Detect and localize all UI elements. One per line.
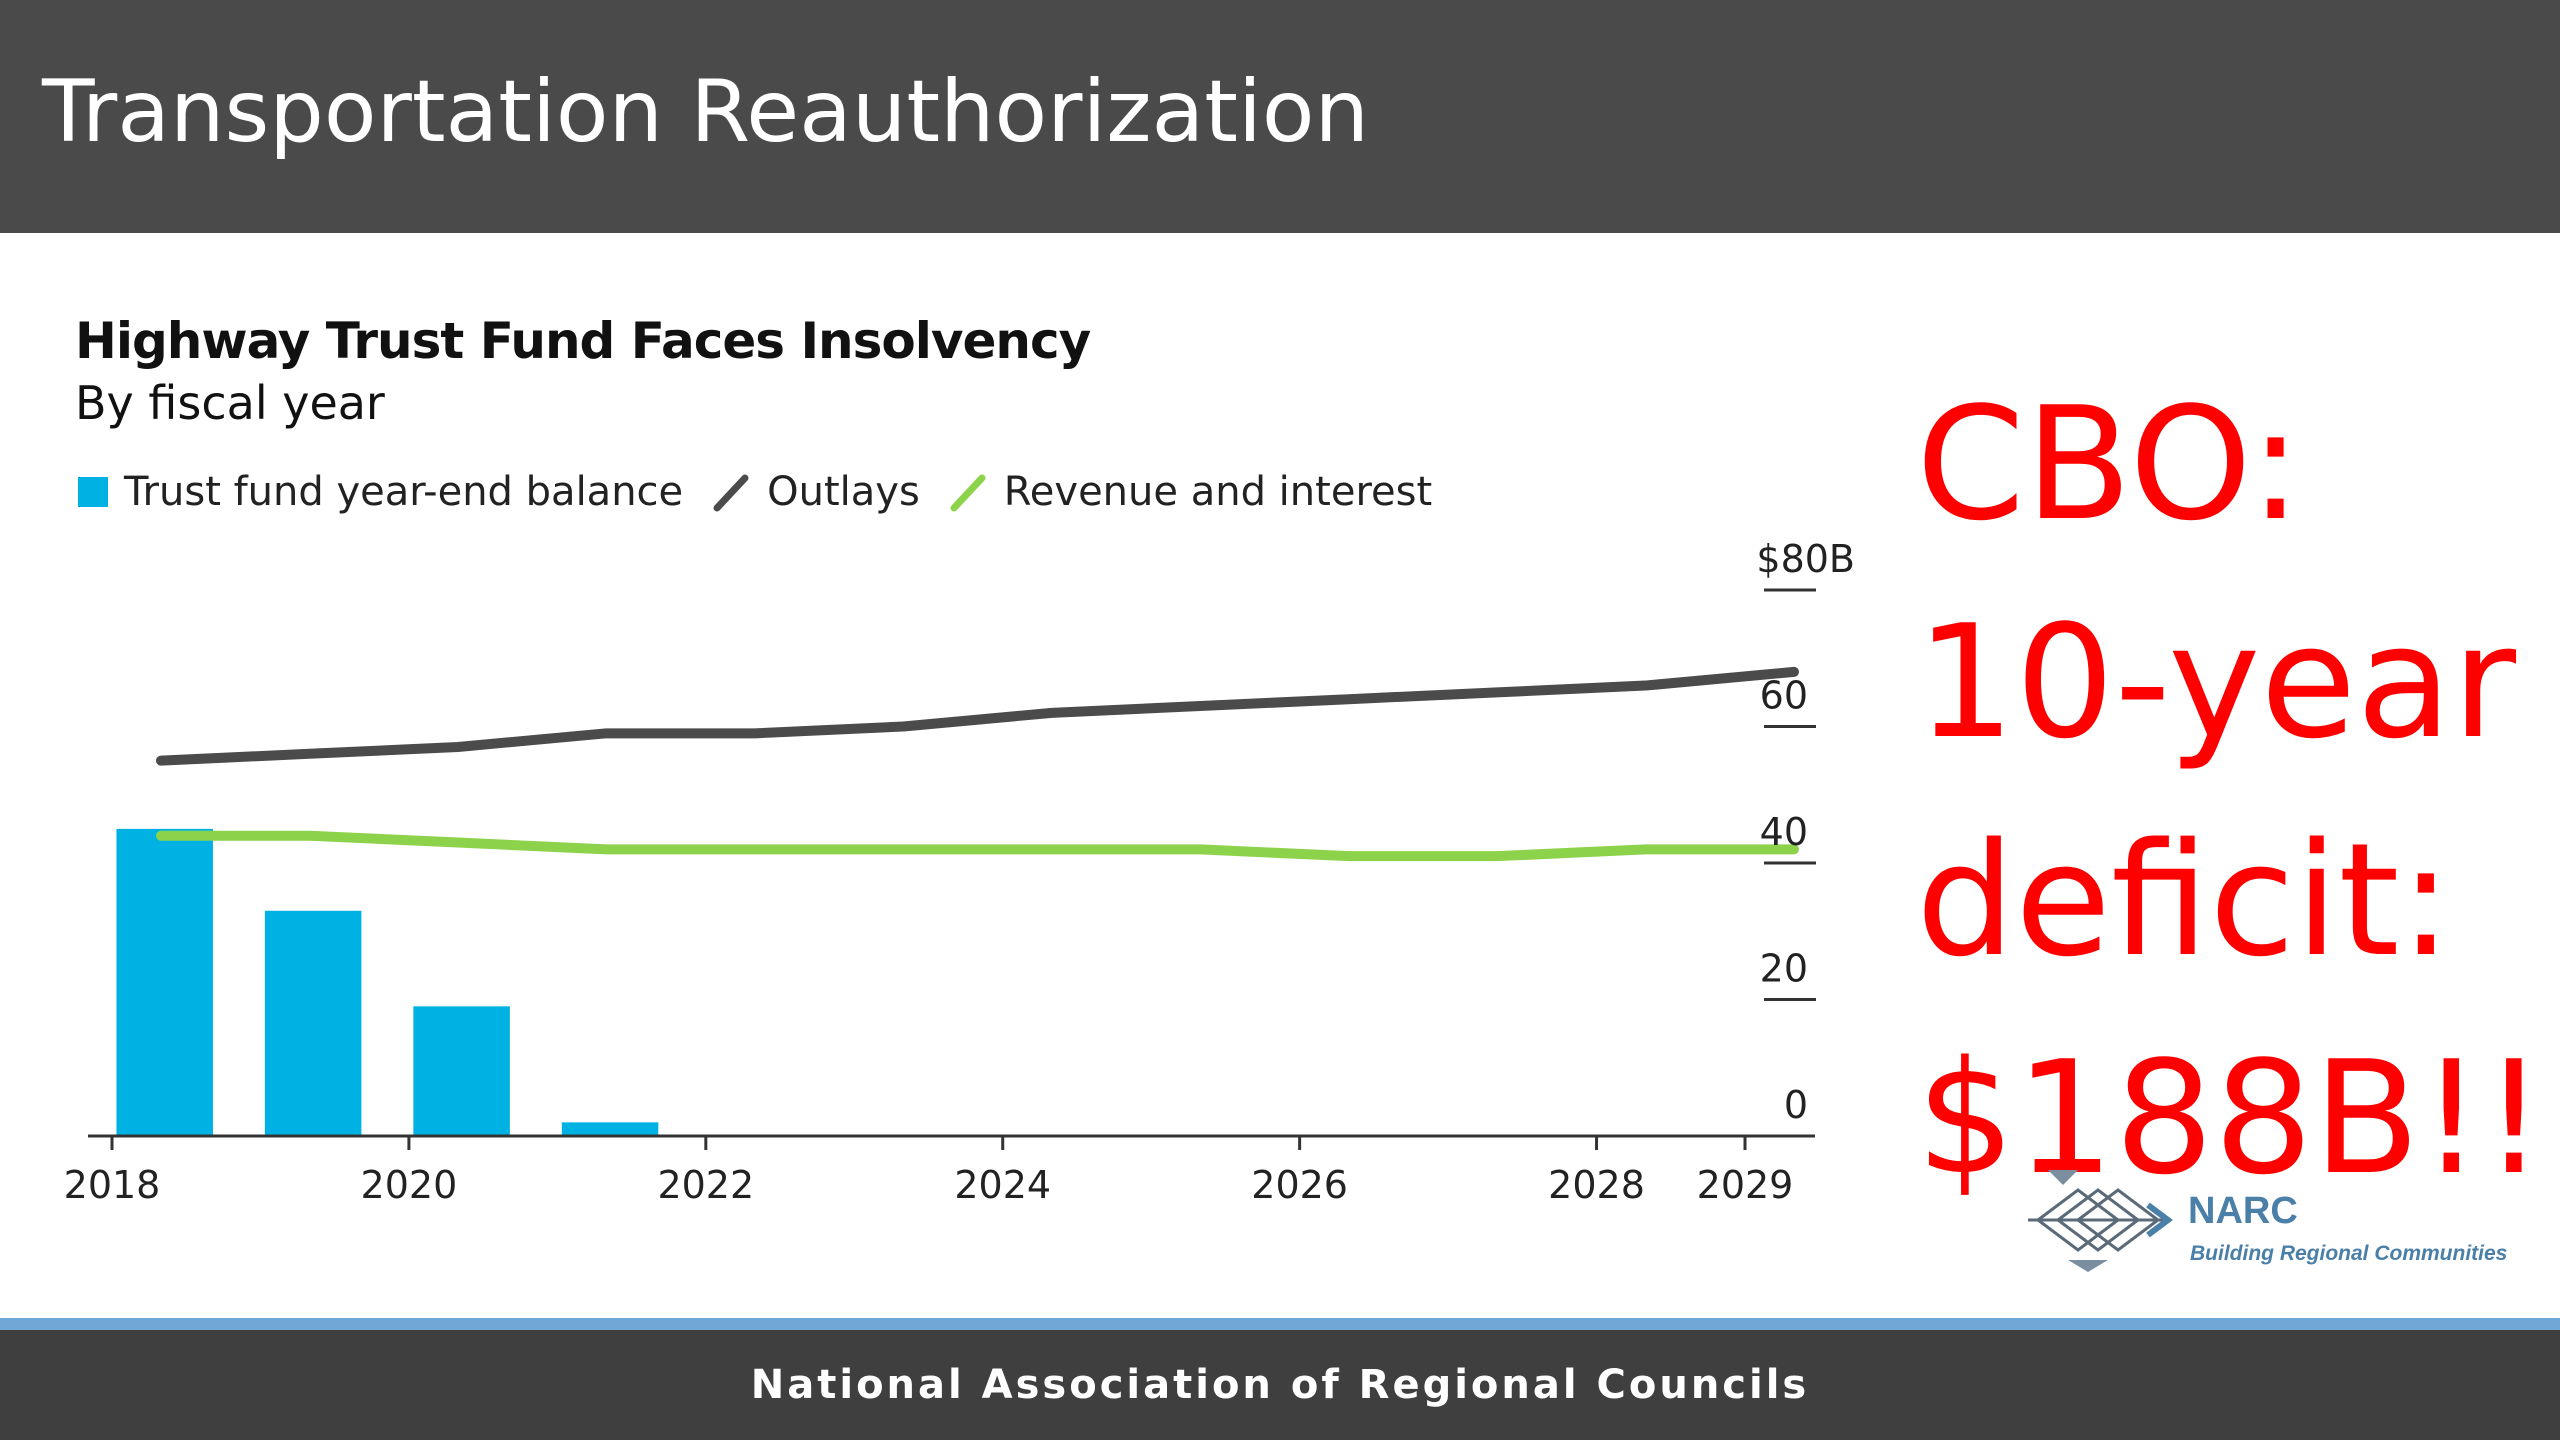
legend-item-balance: Trust fund year-end balance [78, 469, 683, 515]
x-axis-tick-label: 2029 [1697, 1163, 1794, 1207]
footer-accent-line [0, 1318, 2560, 1330]
balance-bar [264, 910, 362, 1136]
balance-bar [116, 828, 213, 1136]
y-axis-tick-label: 40 [1760, 810, 1808, 854]
revenue-and-interest-line [155, 830, 1799, 862]
footer-bar [0, 1330, 2560, 1440]
deficit-callout: CBO: 10-year deficit: $188B!! [1916, 355, 2545, 1227]
legend-item-outlays: Outlays [711, 469, 920, 515]
callout-line: deficit: [1916, 809, 2453, 991]
legend-swatch-outlays [713, 474, 749, 512]
x-axis-tick-label: 2018 [64, 1163, 161, 1207]
y-axis-tick-label: 20 [1760, 947, 1808, 991]
narc-logo-tagline: Building Regional Communities [2190, 1242, 2508, 1265]
chart-legend: Trust fund year-end balance Outlays Reve… [78, 462, 1460, 522]
callout-line: 10-year [1916, 591, 2517, 773]
y-axis-tick-label: 0 [1784, 1083, 1808, 1127]
legend-swatch-revenue [950, 474, 986, 512]
x-axis-tick-label: 2022 [657, 1163, 754, 1207]
narc-logo-name: NARC [2188, 1190, 2298, 1232]
x-axis-tick-label: 2020 [361, 1163, 458, 1207]
legend-label-balance: Trust fund year-end balance [124, 469, 684, 515]
chart-subtitle: By fiscal year [75, 376, 385, 430]
outlays-line [155, 666, 1799, 766]
legend-swatch-balance [78, 477, 108, 507]
x-axis-tick-label: 2028 [1548, 1163, 1645, 1207]
y-axis-tick-label: 60 [1760, 674, 1808, 718]
slide-header-bar [0, 0, 2560, 233]
callout-line: CBO: [1916, 373, 2302, 555]
balance-bar [413, 1006, 510, 1136]
footer-organization-name: National Association of Regional Council… [750, 1362, 1810, 1408]
x-axis-tick-label: 2026 [1251, 1163, 1348, 1207]
callout-line: $188B!! [1916, 1027, 2546, 1209]
chart-title: Highway Trust Fund Faces Insolvency [75, 312, 1091, 370]
narc-logo-icon [2028, 1170, 2173, 1272]
slide-title: Transportation Reauthorization [42, 62, 1369, 162]
y-axis-tick-label: $80B [1756, 537, 1855, 581]
x-axis-tick-label: 2024 [954, 1163, 1051, 1207]
legend-item-revenue: Revenue and interest [948, 469, 1432, 515]
balance-bar [561, 1122, 659, 1136]
legend-label-revenue: Revenue and interest [1003, 469, 1433, 515]
legend-label-outlays: Outlays [767, 469, 920, 515]
